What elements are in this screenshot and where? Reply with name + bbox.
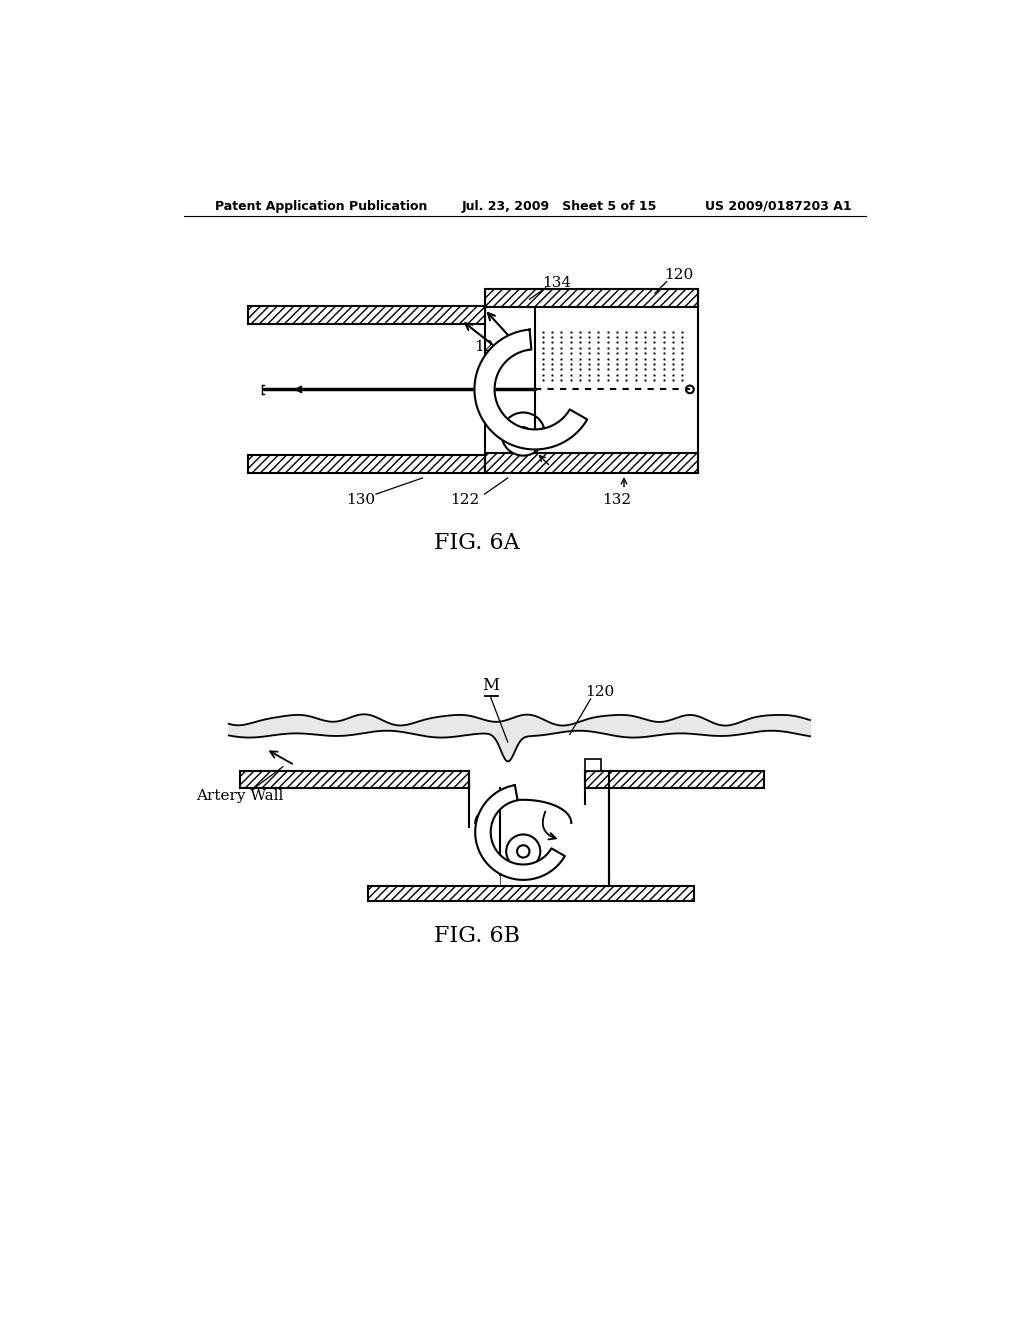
- Bar: [484, 289, 697, 308]
- Bar: [586, 771, 764, 788]
- Circle shape: [686, 385, 693, 393]
- Bar: [484, 453, 697, 473]
- Circle shape: [502, 413, 545, 455]
- Polygon shape: [475, 785, 565, 880]
- Text: 130: 130: [346, 492, 375, 507]
- Polygon shape: [474, 330, 587, 449]
- Text: 124: 124: [474, 341, 504, 354]
- Circle shape: [517, 845, 529, 858]
- Text: Artery Wall: Artery Wall: [197, 789, 284, 803]
- Bar: [241, 771, 469, 788]
- Text: 122: 122: [451, 492, 480, 507]
- Text: 120: 120: [586, 685, 614, 700]
- Text: 126: 126: [538, 428, 566, 441]
- Bar: [248, 455, 484, 473]
- Text: M: M: [482, 677, 500, 693]
- Text: Patent Application Publication: Patent Application Publication: [215, 199, 427, 213]
- Text: FIG. 6A: FIG. 6A: [434, 532, 519, 554]
- Text: 120: 120: [665, 268, 693, 282]
- Text: 134: 134: [542, 276, 571, 290]
- Text: 132: 132: [602, 492, 631, 507]
- Bar: [369, 886, 693, 902]
- Circle shape: [516, 428, 530, 441]
- Bar: [586, 759, 601, 771]
- Text: Jul. 23, 2009   Sheet 5 of 15: Jul. 23, 2009 Sheet 5 of 15: [461, 199, 656, 213]
- Text: US 2009/0187203 A1: US 2009/0187203 A1: [706, 199, 852, 213]
- Text: FIG. 6B: FIG. 6B: [434, 925, 520, 948]
- Circle shape: [506, 834, 541, 869]
- Bar: [248, 306, 484, 323]
